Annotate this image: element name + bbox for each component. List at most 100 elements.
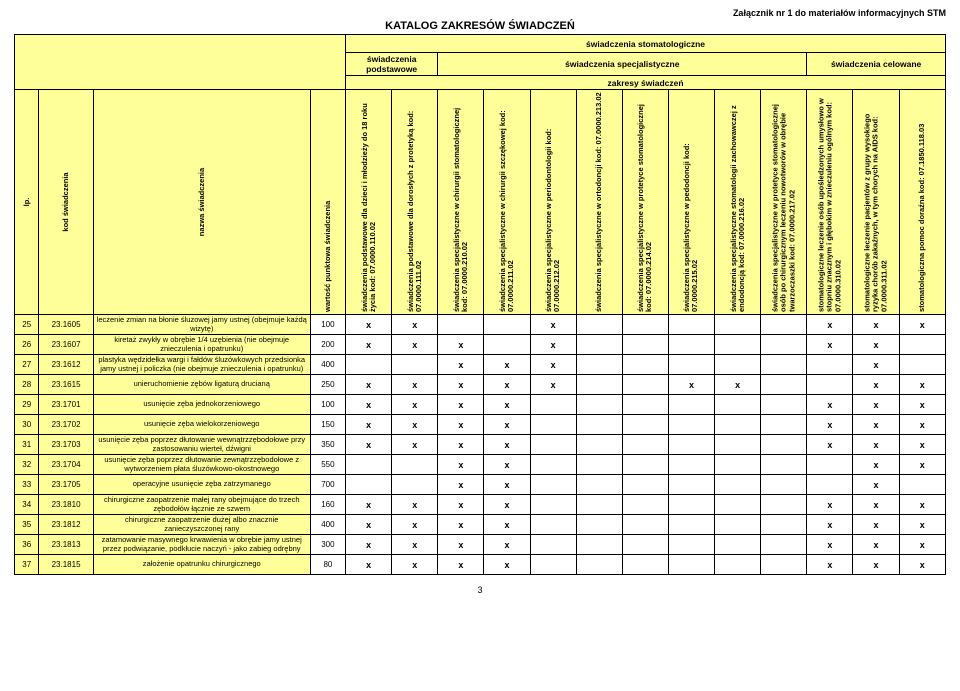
cell-mark: x — [346, 535, 392, 555]
cell-mark: x — [807, 435, 853, 455]
cell-mark: x — [853, 395, 899, 415]
cell-mark — [622, 555, 668, 575]
cell-mark: x — [853, 435, 899, 455]
cell-mark: x — [438, 415, 484, 435]
cell-mark: x — [484, 435, 530, 455]
cell-wartosc: 160 — [310, 495, 345, 515]
svc-col-12: stomatologiczna pomoc doraźna kod: 07.18… — [899, 90, 945, 315]
cell-mark: x — [484, 475, 530, 495]
cell-nazwa: usunięcie zęba wielokorzeniowego — [93, 415, 310, 435]
cell-mark: x — [392, 335, 438, 355]
cell-mark — [530, 495, 576, 515]
cell-mark — [715, 335, 761, 355]
svc-col-8: świadczenia specjalistyczne stomatologii… — [715, 90, 761, 315]
cell-wartosc: 550 — [310, 455, 345, 475]
cell-mark: x — [484, 455, 530, 475]
cell-mark — [622, 315, 668, 335]
header-specialist: świadczenia specjalistyczne — [438, 53, 807, 76]
cell-mark — [761, 395, 807, 415]
cell-mark — [761, 335, 807, 355]
table-row: 3123.1703usunięcie zęba poprzez dłutowan… — [15, 435, 946, 455]
cell-mark: x — [530, 335, 576, 355]
table-row: 2823.1615unieruchomienie zębów ligaturą … — [15, 375, 946, 395]
cell-mark: x — [392, 375, 438, 395]
cell-wartosc: 250 — [310, 375, 345, 395]
svc-col-4: świadczenia specjalistyczne w periodonto… — [530, 90, 576, 315]
cell-mark: x — [392, 555, 438, 575]
cell-mark — [576, 335, 622, 355]
cell-lp: 35 — [15, 515, 39, 535]
cell-mark — [668, 475, 714, 495]
cell-mark — [668, 555, 714, 575]
cell-nazwa: leczenie zmian na błonie śluzowej jamy u… — [93, 315, 310, 335]
cell-mark — [576, 435, 622, 455]
cell-kod: 23.1703 — [39, 435, 93, 455]
cell-nazwa: unieruchomienie zębów ligaturą drucianą — [93, 375, 310, 395]
cell-mark: x — [853, 475, 899, 495]
svc-col-7: świadczenia specjalistyczne w pedodoncji… — [668, 90, 714, 315]
cell-mark: x — [438, 515, 484, 535]
cell-mark: x — [438, 455, 484, 475]
cell-kod: 23.1615 — [39, 375, 93, 395]
cell-kod: 23.1701 — [39, 395, 93, 415]
cell-nazwa: zatamowanie masywnego krwawienia w obręb… — [93, 535, 310, 555]
table-row: 2523.1605leczenie zmian na błonie śluzow… — [15, 315, 946, 335]
cell-mark: x — [899, 455, 945, 475]
cell-mark — [668, 435, 714, 455]
cell-nazwa: chirurgiczne zaopatrzenie małej rany obe… — [93, 495, 310, 515]
cell-mark: x — [484, 415, 530, 435]
cell-mark: x — [346, 375, 392, 395]
cell-mark — [761, 375, 807, 395]
table-row: 3623.1813zatamowanie masywnego krwawieni… — [15, 535, 946, 555]
cell-wartosc: 300 — [310, 535, 345, 555]
cell-mark — [530, 555, 576, 575]
cell-lp: 28 — [15, 375, 39, 395]
cell-mark — [392, 355, 438, 375]
cell-mark — [530, 395, 576, 415]
cell-mark: x — [530, 315, 576, 335]
cell-mark — [622, 435, 668, 455]
cell-lp: 33 — [15, 475, 39, 495]
table-row: 3223.1704usunięcie zęba poprzez dłutowan… — [15, 455, 946, 475]
attachment-note: Załącznik nr 1 do materiałów informacyjn… — [14, 8, 946, 18]
cell-mark — [807, 475, 853, 495]
cell-mark: x — [392, 315, 438, 335]
svc-col-10: stomatologiczne leczenie osób upośledzon… — [807, 90, 853, 315]
cell-mark — [668, 355, 714, 375]
cell-mark — [622, 475, 668, 495]
cell-mark — [484, 335, 530, 355]
cell-mark: x — [530, 355, 576, 375]
header-basic: świadczenia podstawowe — [346, 53, 438, 76]
table-row: 3023.1702usunięcie zęba wielokorzenioweg… — [15, 415, 946, 435]
cell-mark — [761, 535, 807, 555]
cell-mark — [484, 315, 530, 335]
cell-wartosc: 100 — [310, 395, 345, 415]
svc-col-6: świadczenia specjalistyczne w protetyce … — [622, 90, 668, 315]
table-row: 3723.1815założenie opatrunku chirurgiczn… — [15, 555, 946, 575]
cell-mark — [761, 355, 807, 375]
cell-lp: 27 — [15, 355, 39, 375]
cell-mark: x — [392, 395, 438, 415]
cell-mark — [668, 415, 714, 435]
cell-mark: x — [438, 535, 484, 555]
cell-mark — [899, 335, 945, 355]
cell-mark — [807, 375, 853, 395]
cell-mark: x — [668, 375, 714, 395]
cell-mark: x — [807, 335, 853, 355]
cell-mark: x — [346, 315, 392, 335]
cell-mark: x — [899, 435, 945, 455]
cell-mark — [576, 355, 622, 375]
cell-wartosc: 350 — [310, 435, 345, 455]
col-nazwa: nazwa świadczenia — [93, 90, 310, 315]
cell-mark: x — [807, 535, 853, 555]
cell-mark — [668, 315, 714, 335]
cell-mark — [715, 495, 761, 515]
cell-mark — [576, 375, 622, 395]
cell-mark — [576, 515, 622, 535]
cell-mark: x — [853, 315, 899, 335]
cell-mark: x — [392, 435, 438, 455]
cell-mark — [530, 435, 576, 455]
cell-mark: x — [438, 475, 484, 495]
cell-wartosc: 150 — [310, 415, 345, 435]
cell-mark — [530, 475, 576, 495]
